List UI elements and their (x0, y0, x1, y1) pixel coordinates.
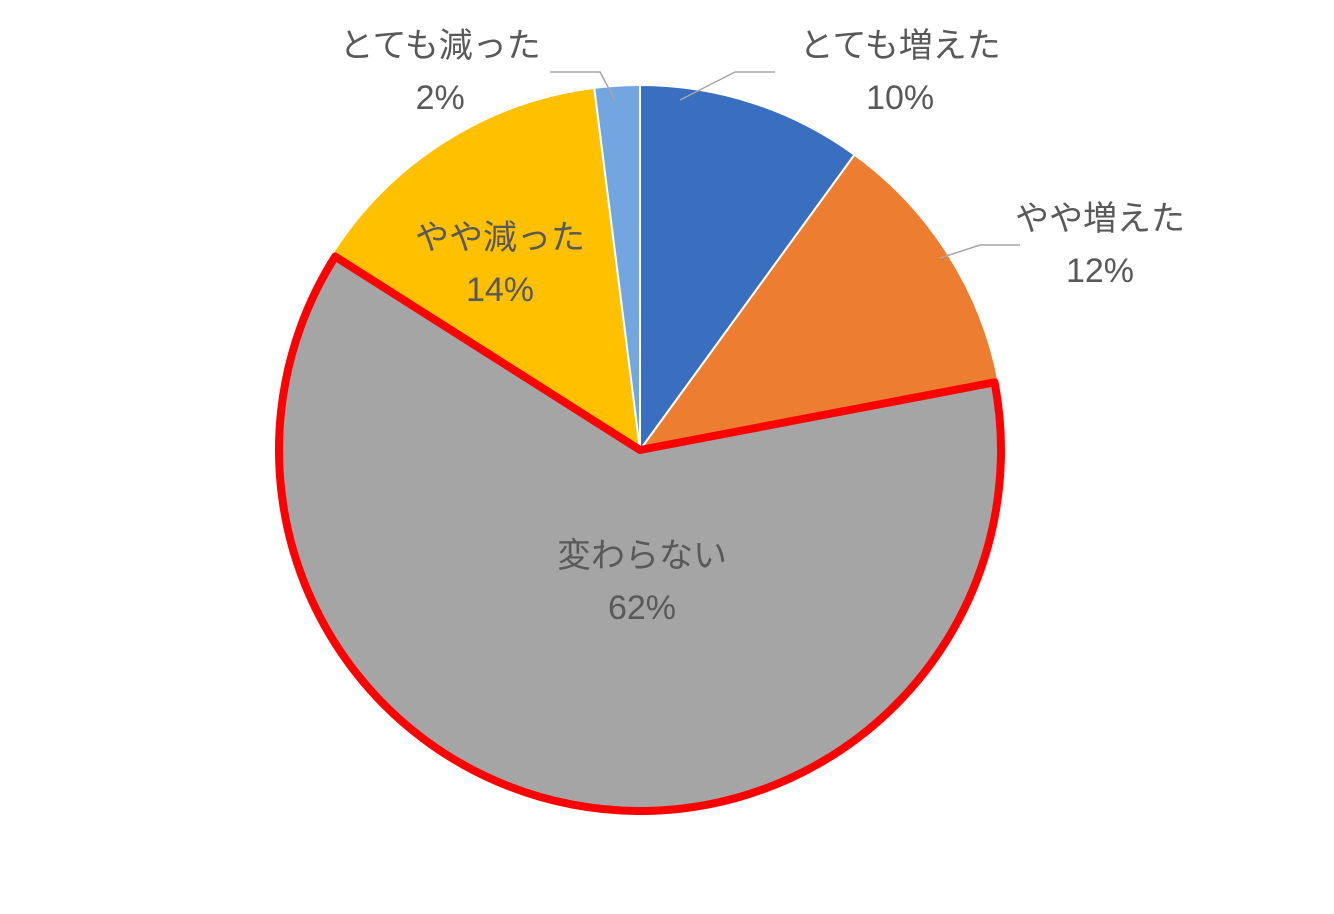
pie-label-percent: 2% (340, 72, 541, 125)
pie-chart-container: とても増えた10%やや増えた12%変わらない62%やや減った14%とても減った2… (0, 0, 1334, 914)
pie-label-name: 変わらない (557, 530, 727, 583)
pie-label-percent: 62% (557, 582, 727, 635)
pie-label: やや増えた12% (1015, 193, 1185, 298)
pie-chart-svg (0, 0, 1334, 914)
pie-label-percent: 14% (415, 264, 585, 317)
pie-label: とても減った2% (340, 20, 541, 125)
pie-label-name: やや増えた (1015, 193, 1185, 246)
pie-label-name: とても増えた (800, 20, 1001, 73)
pie-label-name: とても減った (340, 20, 541, 73)
pie-label: とても増えた10% (800, 20, 1001, 125)
pie-label-percent: 12% (1015, 245, 1185, 298)
pie-label: 変わらない62% (557, 530, 727, 635)
pie-label-percent: 10% (800, 72, 1001, 125)
pie-label-name: やや減った (415, 212, 585, 265)
leader-line (940, 245, 1020, 258)
pie-label: やや減った14% (415, 212, 585, 317)
